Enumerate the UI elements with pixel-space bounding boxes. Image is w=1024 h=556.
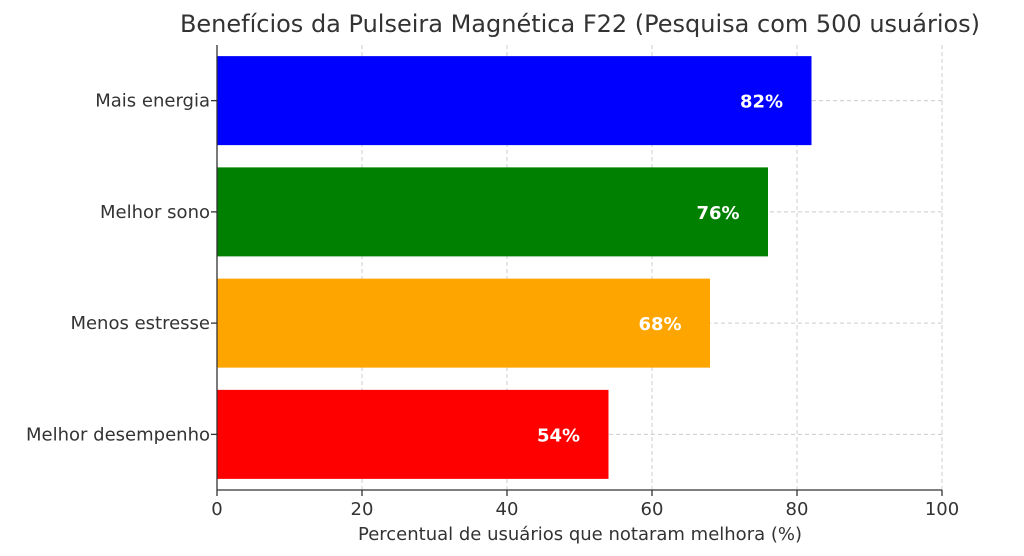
bar-value-label: 76% (696, 203, 739, 224)
x-tick-label: 100 (925, 499, 959, 520)
bars: 82% 76% 68% 54% (217, 56, 812, 479)
bar-value-label: 82% (740, 92, 783, 113)
chart-title: Benefícios da Pulseira Magnética F22 (Pe… (180, 10, 980, 38)
y-tick-label: Melhor sono (100, 202, 210, 223)
bar-1 (217, 56, 812, 146)
x-tick-label: 0 (211, 499, 222, 520)
bar-4 (217, 389, 609, 479)
x-tick-label: 80 (786, 499, 809, 520)
y-tick-label: Melhor desempenho (26, 424, 210, 445)
bar-value-label: 68% (638, 314, 681, 335)
x-tick-label: 40 (496, 499, 519, 520)
y-tick-label: Mais energia (95, 91, 210, 112)
bar-2 (217, 167, 768, 257)
x-axis-label: Percentual de usuários que notaram melho… (358, 524, 802, 545)
bar-value-label: 54% (537, 425, 580, 446)
y-tick-label: Menos estresse (70, 313, 210, 334)
x-tick-label: 60 (641, 499, 664, 520)
axes: 0 20 40 60 80 100 Mais energia Melhor sono Menos… (26, 45, 959, 520)
x-tick-label: 20 (351, 499, 374, 520)
bar-3 (217, 278, 710, 368)
